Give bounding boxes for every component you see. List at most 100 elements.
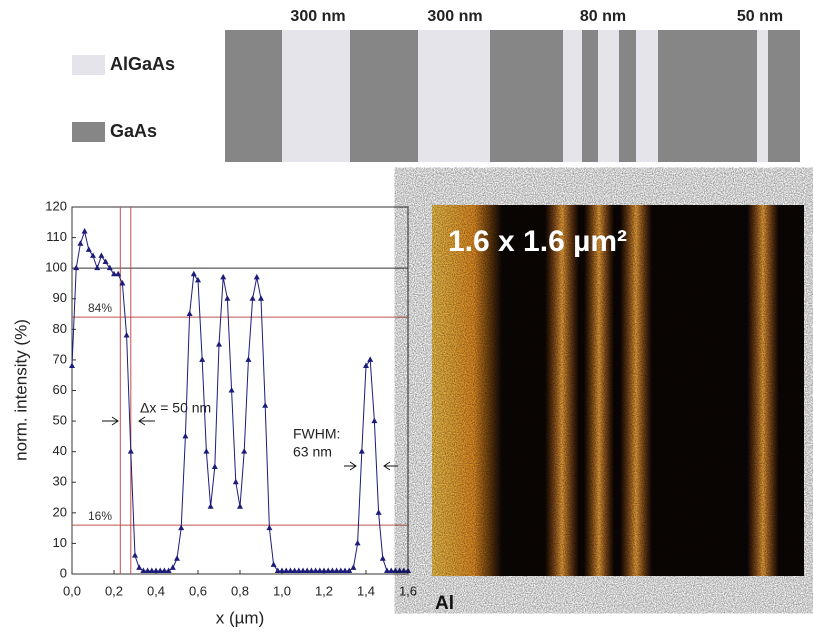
data-point — [216, 341, 222, 347]
x-tick-label: 0,0 — [63, 583, 81, 598]
data-point — [153, 567, 159, 573]
y-tick-label: 90 — [53, 290, 67, 305]
data-point — [266, 524, 273, 531]
map-noise — [432, 205, 804, 576]
data-point — [350, 564, 357, 570]
y-tick-label: 20 — [53, 504, 67, 519]
data-point — [94, 264, 101, 271]
x-tick-label: 0,4 — [147, 583, 165, 598]
data-point — [379, 555, 386, 561]
data-point — [287, 567, 294, 573]
legend-label: AlGaAs — [110, 54, 175, 74]
data-point — [274, 567, 281, 573]
y-tick-label: 70 — [53, 351, 67, 366]
data-point — [375, 509, 382, 515]
data-point — [258, 295, 264, 301]
data-point — [203, 448, 210, 454]
annotation: Δx = 50 nm — [140, 400, 211, 416]
layer-diagram: 300 nm 300 nm 80 nm 50 nm AlGaAs GaAs — [72, 8, 800, 162]
dimension-label: 80 nm — [580, 8, 626, 25]
data-point — [329, 567, 336, 573]
data-point — [308, 567, 315, 573]
data-point — [396, 567, 403, 573]
data-point — [127, 448, 134, 454]
data-point — [157, 567, 164, 573]
y-axis-label: norm. intensity (%) — [11, 319, 30, 461]
data-point — [132, 552, 138, 558]
data-point — [178, 524, 185, 531]
data-point — [98, 252, 105, 258]
data-point — [190, 270, 197, 277]
data-point — [136, 564, 143, 570]
data-point — [371, 417, 378, 424]
data-point — [262, 402, 269, 408]
map-caption: Al — [435, 593, 454, 614]
data-point — [69, 362, 75, 369]
dimension-label: 300 nm — [290, 8, 345, 25]
x-tick-label: 0,6 — [189, 583, 207, 598]
data-point — [358, 448, 365, 454]
plot-frame — [71, 206, 409, 575]
y-tick-label: 60 — [53, 382, 67, 397]
data-point — [337, 567, 344, 573]
data-point — [367, 356, 374, 362]
x-tick-label: 0,8 — [231, 583, 249, 598]
annotation: FWHM: — [293, 426, 340, 442]
data-point — [304, 567, 311, 573]
x-tick-label: 0,2 — [105, 583, 123, 598]
data-point — [174, 555, 180, 561]
data-point — [346, 567, 353, 573]
fwhm-arrows — [344, 461, 398, 471]
annotation: 84% — [88, 301, 112, 315]
data-point — [207, 503, 214, 509]
x-tick-label: 1,0 — [273, 583, 291, 598]
data-point — [321, 567, 327, 573]
data-point — [115, 270, 122, 277]
data-point — [405, 567, 411, 573]
data-point — [123, 331, 130, 338]
data-point — [316, 567, 323, 573]
data-point — [119, 279, 126, 286]
y-tick-label: 40 — [53, 443, 67, 458]
algaas-layer — [636, 30, 658, 162]
data-point — [249, 295, 256, 301]
data-point — [388, 567, 395, 573]
data-point — [237, 503, 243, 509]
data-point — [85, 246, 92, 252]
data-point — [106, 264, 113, 271]
data-point — [245, 356, 252, 362]
algaas-layer — [563, 30, 582, 162]
y-tick-label: 110 — [46, 229, 67, 244]
x-tick-label: 1,2 — [315, 583, 333, 598]
data-point — [354, 539, 361, 546]
data-point — [186, 310, 193, 317]
data-point — [312, 567, 319, 573]
data-point — [220, 273, 227, 280]
annotation: 16% — [88, 509, 112, 523]
y-tick-label: 10 — [53, 535, 67, 550]
data-point — [211, 463, 218, 469]
algaas-layer — [282, 30, 350, 162]
data-point — [363, 362, 369, 369]
data-point — [283, 567, 290, 573]
data-point — [161, 567, 168, 573]
algaas-layer — [598, 30, 619, 162]
delta-arrows — [102, 416, 155, 426]
data-point — [148, 567, 155, 573]
legend-label: GaAs — [110, 121, 157, 141]
legend-swatch — [72, 122, 105, 142]
y-tick-label: 0 — [60, 565, 67, 580]
x-tick-label: 1,6 — [399, 583, 417, 598]
data-point — [111, 270, 117, 277]
data-point — [77, 240, 84, 246]
data-point — [228, 387, 235, 393]
data-point — [73, 264, 80, 271]
profile-chart: x (µm) norm. intensity (%) 84% 16% Δx = … — [11, 198, 417, 627]
data-point — [169, 564, 176, 570]
annotation: 63 nm — [293, 444, 332, 460]
data-point — [342, 567, 348, 573]
data-point — [279, 567, 285, 573]
data-point — [144, 567, 151, 573]
dimension-label: 300 nm — [427, 8, 482, 25]
